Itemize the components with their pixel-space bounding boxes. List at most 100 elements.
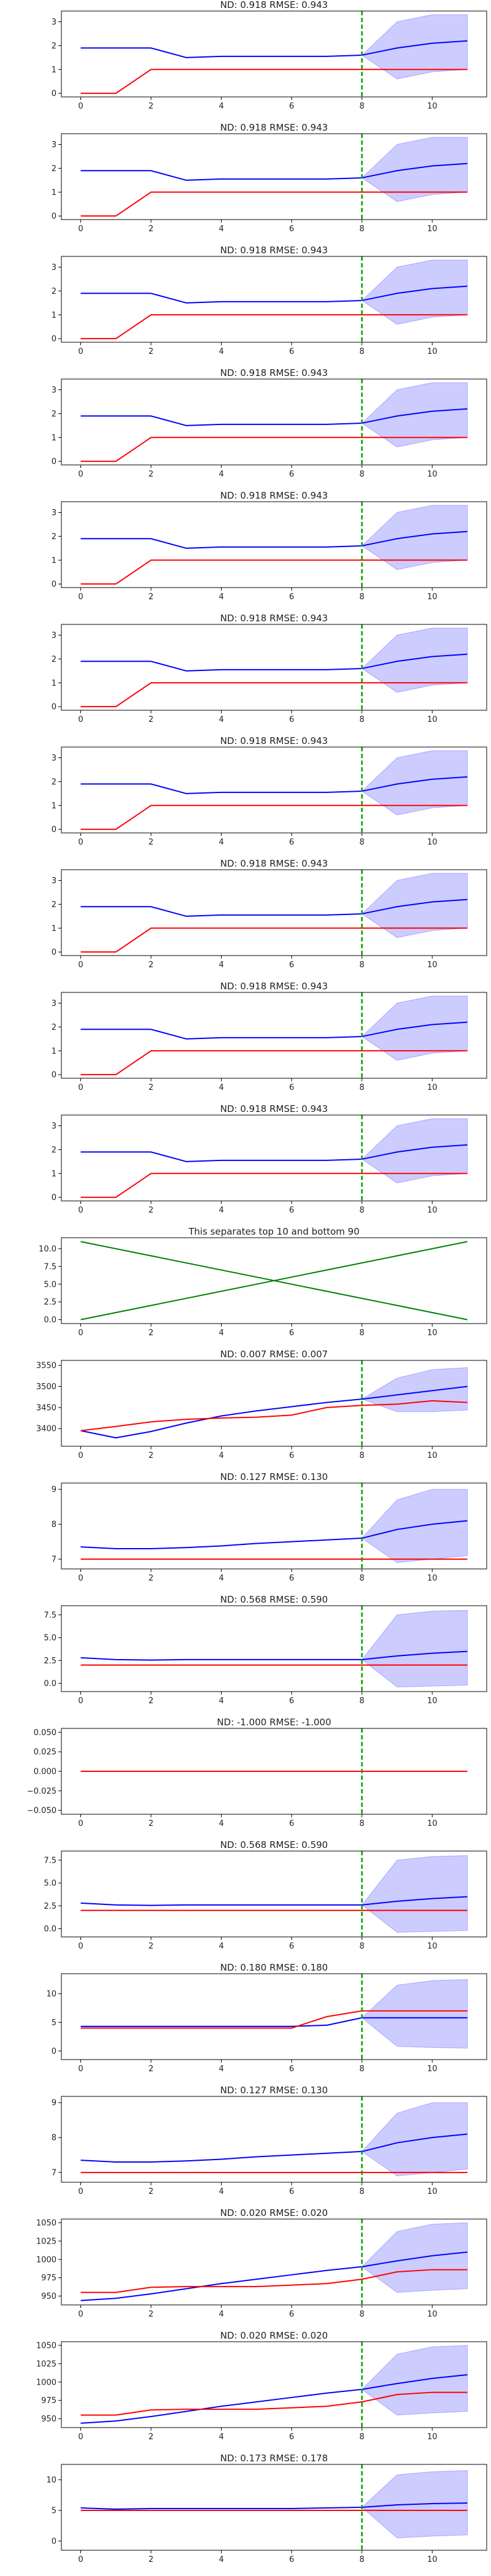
plot-area <box>80 747 468 833</box>
y-tick-label: 3 <box>52 754 56 763</box>
confidence-band <box>361 259 468 325</box>
x-tick-label: 6 <box>289 715 294 724</box>
y-tick-label: 3 <box>52 999 56 1008</box>
plot-area <box>80 1974 468 2060</box>
x-tick-label: 0 <box>78 1083 83 1092</box>
x-tick-label: 0 <box>78 838 83 847</box>
confidence-band <box>361 995 468 1061</box>
x-tick-label: 0 <box>78 2064 83 2074</box>
chart-title: ND: 0.918 RMSE: 0.943 <box>220 490 328 501</box>
y-tick-label: 10 <box>46 1990 56 1999</box>
chart-panel-19: ND: 0.020 RMSE: 0.020 0 2 4 6 8 10 950 975 1000 10… <box>36 2207 487 2319</box>
confidence-band <box>361 627 468 693</box>
y-tick-label: 0 <box>52 212 56 221</box>
plot-area <box>80 1606 468 1692</box>
y-tick-label: 5 <box>52 2018 56 2028</box>
y-tick-label: 1 <box>52 556 56 565</box>
x-tick-label: 6 <box>289 1574 294 1583</box>
x-tick-label: 4 <box>218 715 223 724</box>
x-tick-label: 8 <box>360 1206 365 1215</box>
axes-frame <box>61 1605 487 1692</box>
x-tick-label: 10 <box>427 102 438 111</box>
series-line-2 <box>80 437 468 462</box>
y-tick-label: 975 <box>41 2274 56 2283</box>
y-tick-label: 0 <box>52 2047 56 2057</box>
y-tick-label: 0.025 <box>34 1748 56 1757</box>
series-line-2 <box>80 2010 468 2029</box>
chart-title: ND: 0.918 RMSE: 0.943 <box>220 613 328 624</box>
x-tick-label: 4 <box>218 960 223 970</box>
y-tick-label: 5.0 <box>44 1634 56 1643</box>
x-tick-label: 2 <box>149 2187 153 2196</box>
axes-frame <box>61 2341 487 2428</box>
x-tick-label: 6 <box>289 1819 294 1828</box>
x-tick-label: 6 <box>289 2555 294 2564</box>
axes-frame <box>61 992 487 1079</box>
y-tick-label: 1 <box>52 188 56 197</box>
x-tick-label: 6 <box>289 1328 294 1338</box>
y-tick-label: 5 <box>52 2507 56 2516</box>
chart-panel-13: ND: 0.127 RMSE: 0.130 0 2 4 6 8 10 7 8 9 <box>52 1471 487 1583</box>
series-line-1 <box>80 285 468 304</box>
chart-panel-18: ND: 0.127 RMSE: 0.130 0 2 4 6 8 10 7 8 9 <box>52 2085 487 2196</box>
y-tick-label: 0 <box>52 1071 56 1080</box>
x-tick-label: 0 <box>78 1819 83 1828</box>
chart-title: ND: 0.020 RMSE: 0.020 <box>220 2330 328 2341</box>
confidence-band <box>361 750 468 816</box>
axes-frame <box>61 256 487 343</box>
y-tick-label: 950 <box>41 2415 56 2424</box>
y-tick-label: 0 <box>52 826 56 835</box>
series-line-1 <box>80 2017 468 2027</box>
series-line-1 <box>80 2374 468 2424</box>
chart-panel-12: ND: 0.007 RMSE: 0.007 0 2 4 6 8 10 3400 3450 3500… <box>36 1349 487 1460</box>
chart-panel-15: ND: -1.000 RMSE: -1.000 0 2 4 6 8 10 −0.050 −0.0… <box>27 1717 487 1828</box>
chart-title: ND: 0.568 RMSE: 0.590 <box>220 1594 328 1605</box>
x-tick-label: 4 <box>218 2187 223 2196</box>
x-tick-label: 6 <box>289 1206 294 1215</box>
y-tick-label: 3500 <box>36 1382 56 1392</box>
x-tick-label: 2 <box>149 2310 153 2319</box>
series-line-2 <box>80 1173 468 1198</box>
plot-area <box>80 11 468 97</box>
x-tick-label: 6 <box>289 960 294 970</box>
plot-area <box>80 1483 468 1569</box>
confidence-band <box>361 14 468 80</box>
y-tick-label: 2 <box>52 287 56 296</box>
x-tick-label: 4 <box>218 1696 223 1706</box>
chart-title: ND: 0.918 RMSE: 0.943 <box>220 1103 328 1114</box>
chart-panel-11: This separates top 10 and bottom 90 0 2 4 6 8… <box>39 1226 487 1338</box>
x-tick-label: 2 <box>149 2432 153 2442</box>
x-tick-label: 2 <box>149 1942 153 1951</box>
x-tick-label: 2 <box>149 1574 153 1583</box>
x-tick-label: 2 <box>149 960 153 970</box>
x-tick-label: 6 <box>289 102 294 111</box>
x-tick-label: 0 <box>78 347 83 356</box>
confidence-band <box>361 873 468 938</box>
x-tick-label: 6 <box>289 1451 294 1460</box>
y-tick-label: 2 <box>52 778 56 787</box>
y-tick-label: 1050 <box>36 2218 56 2228</box>
x-tick-label: 10 <box>427 1206 438 1215</box>
y-tick-label: 1 <box>52 311 56 320</box>
x-tick-label: 4 <box>218 1942 223 1951</box>
series-line-1 <box>80 776 468 794</box>
x-tick-label: 4 <box>218 2064 223 2074</box>
chart-title: ND: 0.020 RMSE: 0.020 <box>220 2207 328 2218</box>
chart-title: ND: 0.918 RMSE: 0.943 <box>220 245 328 256</box>
plot-area <box>80 134 468 220</box>
x-tick-label: 0 <box>78 592 83 602</box>
x-tick-label: 4 <box>218 2432 223 2442</box>
x-tick-label: 0 <box>78 470 83 479</box>
axes-frame <box>61 378 487 466</box>
y-tick-label: 3400 <box>36 1425 56 1434</box>
x-tick-label: 8 <box>360 1451 365 1460</box>
x-tick-label: 4 <box>218 2310 223 2319</box>
x-tick-label: 4 <box>218 2555 223 2564</box>
chart-panel-9: ND: 0.918 RMSE: 0.943 0 2 4 6 8 10 0 1 2 3 <box>52 981 487 1092</box>
y-tick-label: 0.0 <box>44 1316 56 1325</box>
x-tick-label: 2 <box>149 2555 153 2564</box>
chart-panel-5: ND: 0.918 RMSE: 0.943 0 2 4 6 8 10 0 1 2 3 <box>52 490 487 602</box>
y-tick-label: 2 <box>52 1023 56 1032</box>
axes-frame <box>61 10 487 98</box>
x-tick-label: 0 <box>78 2432 83 2442</box>
